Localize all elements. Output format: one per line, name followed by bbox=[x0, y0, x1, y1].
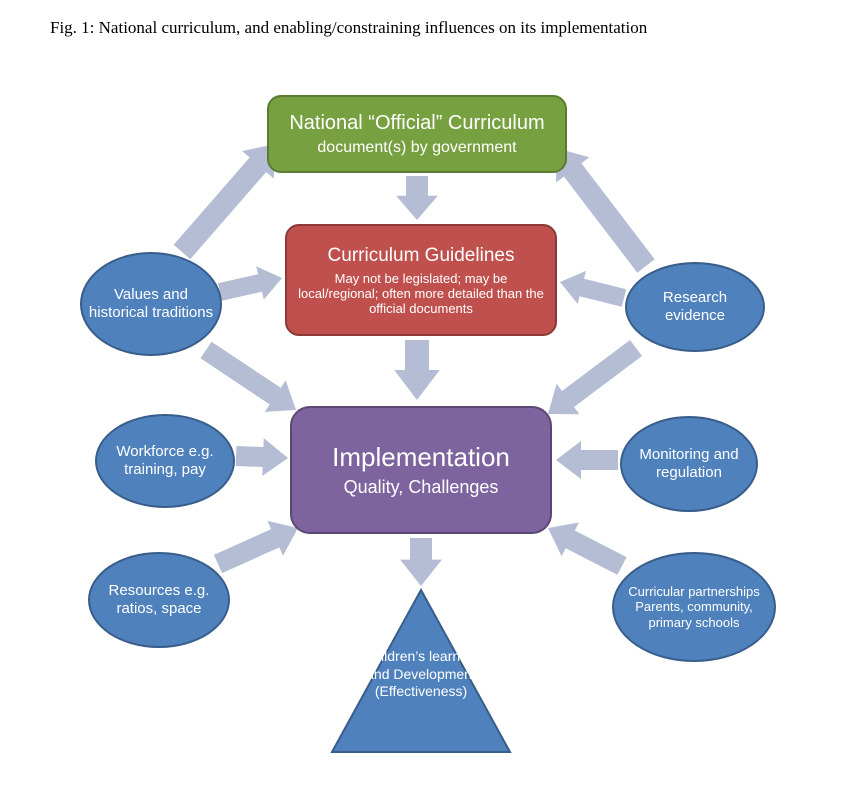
workforce-label: Workforce e.g. training, pay bbox=[103, 443, 227, 479]
curriculum-guidelines-box: Curriculum Guidelines May not be legisla… bbox=[285, 224, 557, 336]
partnerships-line1: Curricular partnerships bbox=[628, 584, 760, 599]
values-to-impl-arrow bbox=[201, 342, 297, 412]
national-curriculum-box: National “Official” Curriculum document(… bbox=[267, 95, 567, 173]
monitoring-label: Monitoring and regulation bbox=[628, 446, 750, 482]
research-to-national-arrow bbox=[556, 148, 655, 273]
partnerships-to-impl-arrow bbox=[548, 523, 627, 575]
resources-ellipse: Resources e.g. ratios, space bbox=[88, 552, 230, 648]
implementation-title: Implementation bbox=[302, 442, 540, 473]
values-traditions-ellipse: Values and historical traditions bbox=[80, 252, 222, 356]
effectiveness-triangle-label: Children’s learning and Development (Eff… bbox=[353, 648, 489, 701]
curriculum-guidelines-sub: May not be legislated; may be local/regi… bbox=[297, 271, 545, 316]
monitoring-regulation-ellipse: Monitoring and regulation bbox=[620, 416, 758, 512]
monitoring-to-impl-arrow bbox=[556, 441, 618, 479]
workforce-ellipse: Workforce e.g. training, pay bbox=[95, 414, 235, 508]
partnerships-ellipse: Curricular partnerships Parents, communi… bbox=[612, 552, 776, 662]
guidelines-to-impl-arrow bbox=[394, 340, 440, 400]
figure-caption: Fig. 1: National curriculum, and enablin… bbox=[50, 18, 647, 38]
research-evidence-ellipse: Research evidence bbox=[625, 262, 765, 352]
research-to-guidelines-arrow bbox=[560, 271, 626, 307]
impl-to-triangle-arrow bbox=[400, 538, 442, 586]
national-curriculum-sub: document(s) by government bbox=[279, 139, 555, 157]
partnerships-line2: Parents, community, primary schools bbox=[635, 599, 753, 630]
values-label: Values and historical traditions bbox=[88, 286, 214, 322]
curriculum-guidelines-title: Curriculum Guidelines bbox=[297, 245, 545, 267]
implementation-sub: Quality, Challenges bbox=[302, 477, 540, 498]
implementation-box: Implementation Quality, Challenges bbox=[290, 406, 552, 534]
values-to-national-arrow bbox=[174, 144, 276, 259]
workforce-to-impl-arrow bbox=[236, 438, 288, 476]
resources-to-impl-arrow bbox=[214, 521, 298, 573]
partnerships-label: Curricular partnerships Parents, communi… bbox=[620, 584, 768, 631]
national-to-guidelines-arrow bbox=[396, 176, 438, 220]
research-to-impl-arrow bbox=[548, 340, 642, 414]
values-to-guidelines-arrow bbox=[218, 266, 282, 301]
diagram-stage: Fig. 1: National curriculum, and enablin… bbox=[0, 0, 861, 795]
resources-label: Resources e.g. ratios, space bbox=[96, 582, 222, 618]
research-label: Research evidence bbox=[633, 289, 757, 325]
national-curriculum-title: National “Official” Curriculum bbox=[279, 112, 555, 135]
